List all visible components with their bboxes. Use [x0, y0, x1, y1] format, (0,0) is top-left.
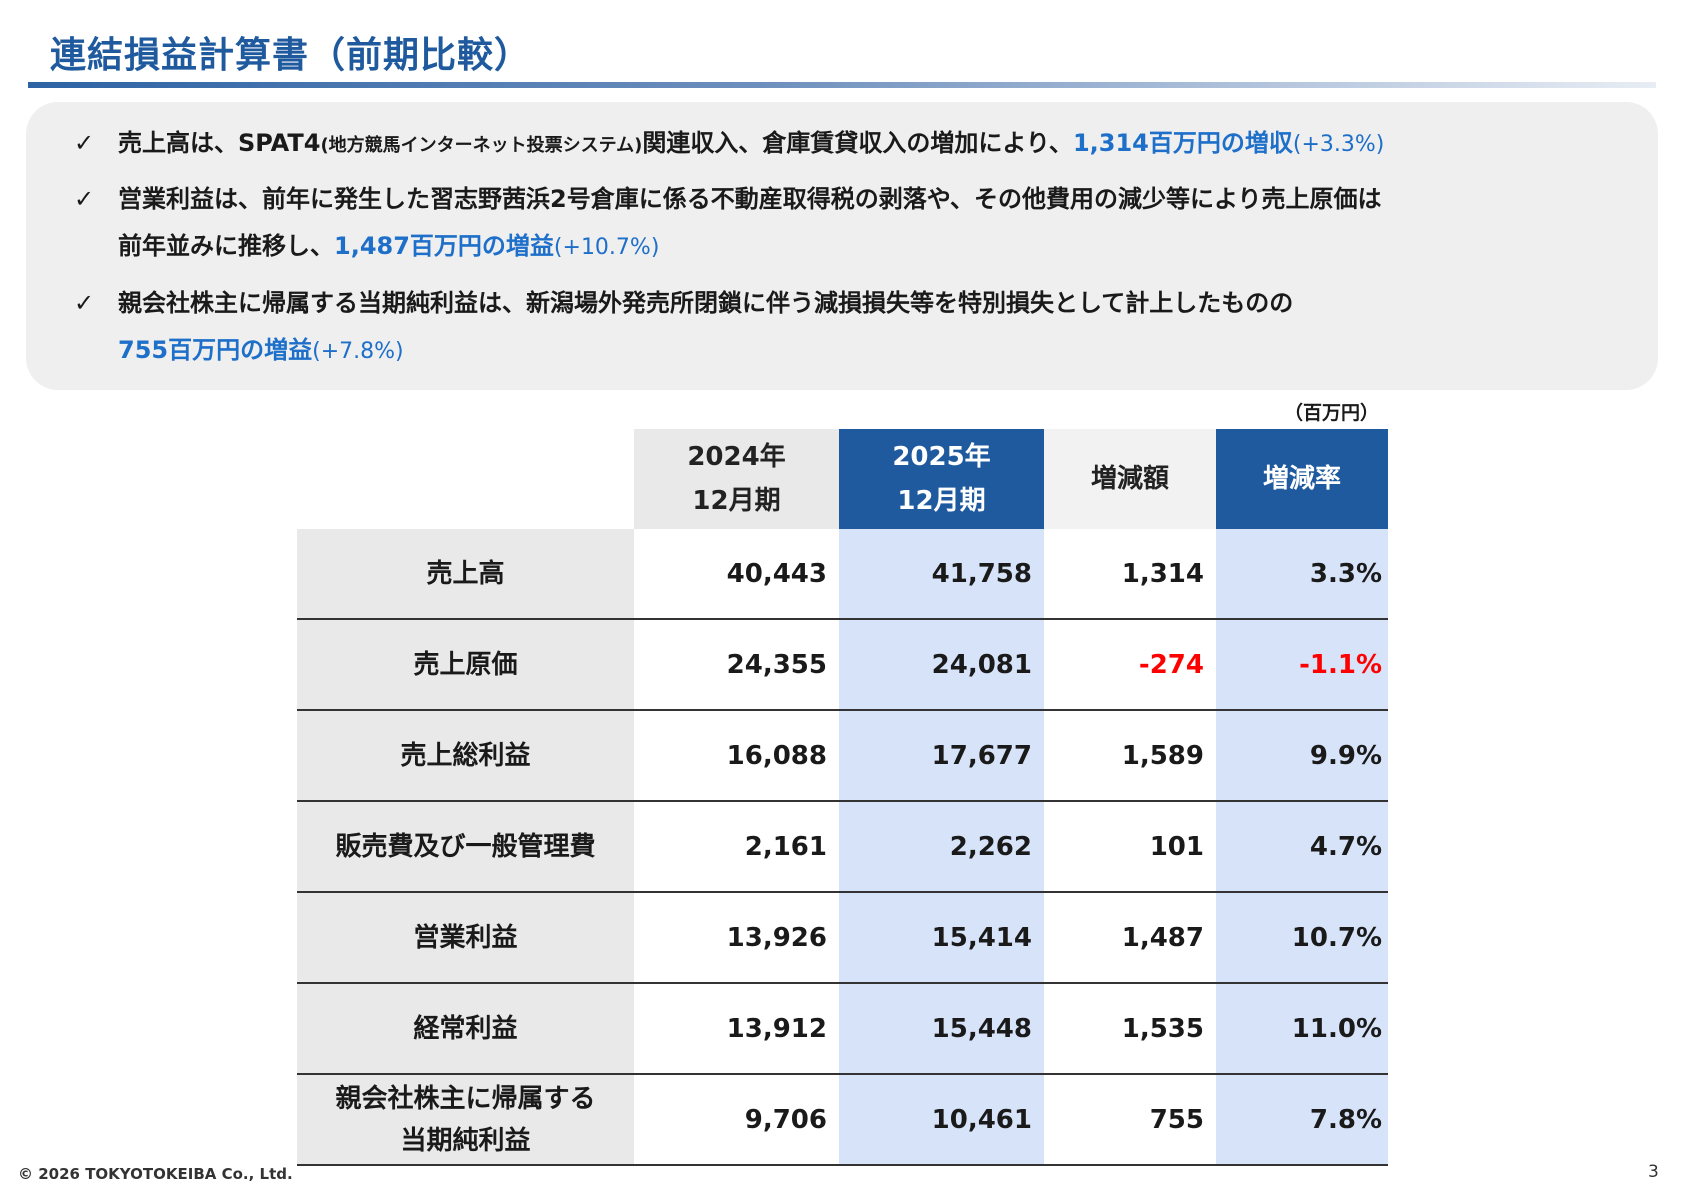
title-underline — [28, 82, 1656, 88]
header-2025: 2025年 12月期 — [839, 429, 1044, 529]
cell-2024: 2,161 — [634, 801, 839, 893]
bullet-highlight-rate: (+10.7%) — [553, 235, 660, 260]
cell-change-rate: -1.1% — [1216, 619, 1388, 711]
cell-2024: 13,926 — [634, 892, 839, 984]
cell-2025: 41,758 — [839, 529, 1044, 620]
copyright: © 2026 TOKYOTOKEIBA Co., Ltd. — [18, 1165, 293, 1183]
header-2024: 2024年 12月期 — [634, 429, 839, 529]
cell-2025: 2,262 — [839, 801, 1044, 893]
checkmark-icon: ✓ — [74, 129, 95, 157]
cell-2025: 24,081 — [839, 619, 1044, 711]
table-row: 売上総利益 16,088 17,677 1,589 9.9% — [297, 710, 1388, 802]
cell-change-rate: 9.9% — [1216, 710, 1388, 802]
cell-change-amount: -274 — [1044, 619, 1216, 711]
bullet-text: 親会社株主に帰属する当期純利益は、新潟場外発売所閉鎖に伴う減損損失等を特別損失と… — [118, 289, 1294, 317]
cell-change-amount: 1,589 — [1044, 710, 1216, 802]
cell-change-amount: 101 — [1044, 801, 1216, 893]
table-row: 親会社株主に帰属する 当期純利益 9,706 10,461 755 7.8% — [297, 1074, 1388, 1166]
row-label: 営業利益 — [297, 892, 634, 984]
summary-box — [26, 102, 1658, 390]
bullet-text: 売上高は、SPAT4 — [118, 129, 321, 157]
bullet-text: 営業利益は、前年に発生した習志野茜浜2号倉庫に係る不動産取得税の剥落や、その他費… — [118, 185, 1382, 213]
bullet-text: 前年並みに推移し、 — [118, 232, 334, 260]
bullet-note: (地方競馬インターネット投票システム) — [320, 135, 643, 156]
header-blank — [297, 429, 634, 529]
row-label: 売上高 — [297, 529, 634, 620]
bullet-highlight: 1,487百万円の増益 — [334, 232, 554, 260]
header-change-amount: 増減額 — [1044, 429, 1216, 529]
bullet-highlight: 755百万円の増益 — [118, 336, 313, 364]
cell-2025: 10,461 — [839, 1074, 1044, 1166]
page-number: 3 — [1648, 1162, 1659, 1182]
cell-change-rate: 10.7% — [1216, 892, 1388, 984]
cell-change-rate: 4.7% — [1216, 801, 1388, 893]
table-row: 営業利益 13,926 15,414 1,487 10.7% — [297, 892, 1388, 984]
row-label: 売上総利益 — [297, 710, 634, 802]
bullet-highlight: 1,314百万円の増収 — [1072, 129, 1293, 157]
table-header-row: 2024年 12月期 2025年 12月期 増減額 増減率 — [297, 429, 1388, 529]
cell-change-amount: 755 — [1044, 1074, 1216, 1166]
page-title: 連結損益計算書（前期比較） — [50, 35, 532, 76]
row-label: 経常利益 — [297, 983, 634, 1075]
bullet-highlight-rate: (+7.8%) — [312, 339, 404, 364]
cell-2025: 15,414 — [839, 892, 1044, 984]
cell-2025: 17,677 — [839, 710, 1044, 802]
table-row: 売上高 40,443 41,758 1,314 3.3% — [297, 529, 1388, 620]
cell-2024: 24,355 — [634, 619, 839, 711]
cell-2024: 16,088 — [634, 710, 839, 802]
header-change-rate: 増減率 — [1216, 429, 1388, 529]
bullet-highlight-rate: (+3.3%) — [1292, 132, 1385, 157]
cell-2024: 13,912 — [634, 983, 839, 1075]
cell-change-amount: 1,314 — [1044, 529, 1216, 620]
cell-2024: 9,706 — [634, 1074, 839, 1166]
checkmark-icon: ✓ — [74, 185, 95, 213]
cell-2024: 40,443 — [634, 529, 839, 620]
checkmark-icon: ✓ — [74, 289, 95, 317]
cell-change-rate: 11.0% — [1216, 983, 1388, 1075]
income-statement-table: 2024年 12月期 2025年 12月期 増減額 増減率 売上高 40,443… — [297, 429, 1388, 1166]
cell-change-amount: 1,487 — [1044, 892, 1216, 984]
bullet-text: 関連収入、倉庫賃貸収入の増加により、 — [642, 129, 1073, 157]
row-label: 販売費及び一般管理費 — [297, 801, 634, 893]
table-row: 販売費及び一般管理費 2,161 2,262 101 4.7% — [297, 801, 1388, 893]
row-label: 売上原価 — [297, 619, 634, 711]
cell-change-rate: 7.8% — [1216, 1074, 1388, 1166]
table-row: 経常利益 13,912 15,448 1,535 11.0% — [297, 983, 1388, 1075]
unit-label: （百万円） — [1284, 402, 1380, 424]
cell-2025: 15,448 — [839, 983, 1044, 1075]
row-label: 親会社株主に帰属する 当期純利益 — [297, 1074, 634, 1166]
cell-change-amount: 1,535 — [1044, 983, 1216, 1075]
cell-change-rate: 3.3% — [1216, 529, 1388, 620]
table-row: 売上原価 24,355 24,081 -274 -1.1% — [297, 619, 1388, 711]
